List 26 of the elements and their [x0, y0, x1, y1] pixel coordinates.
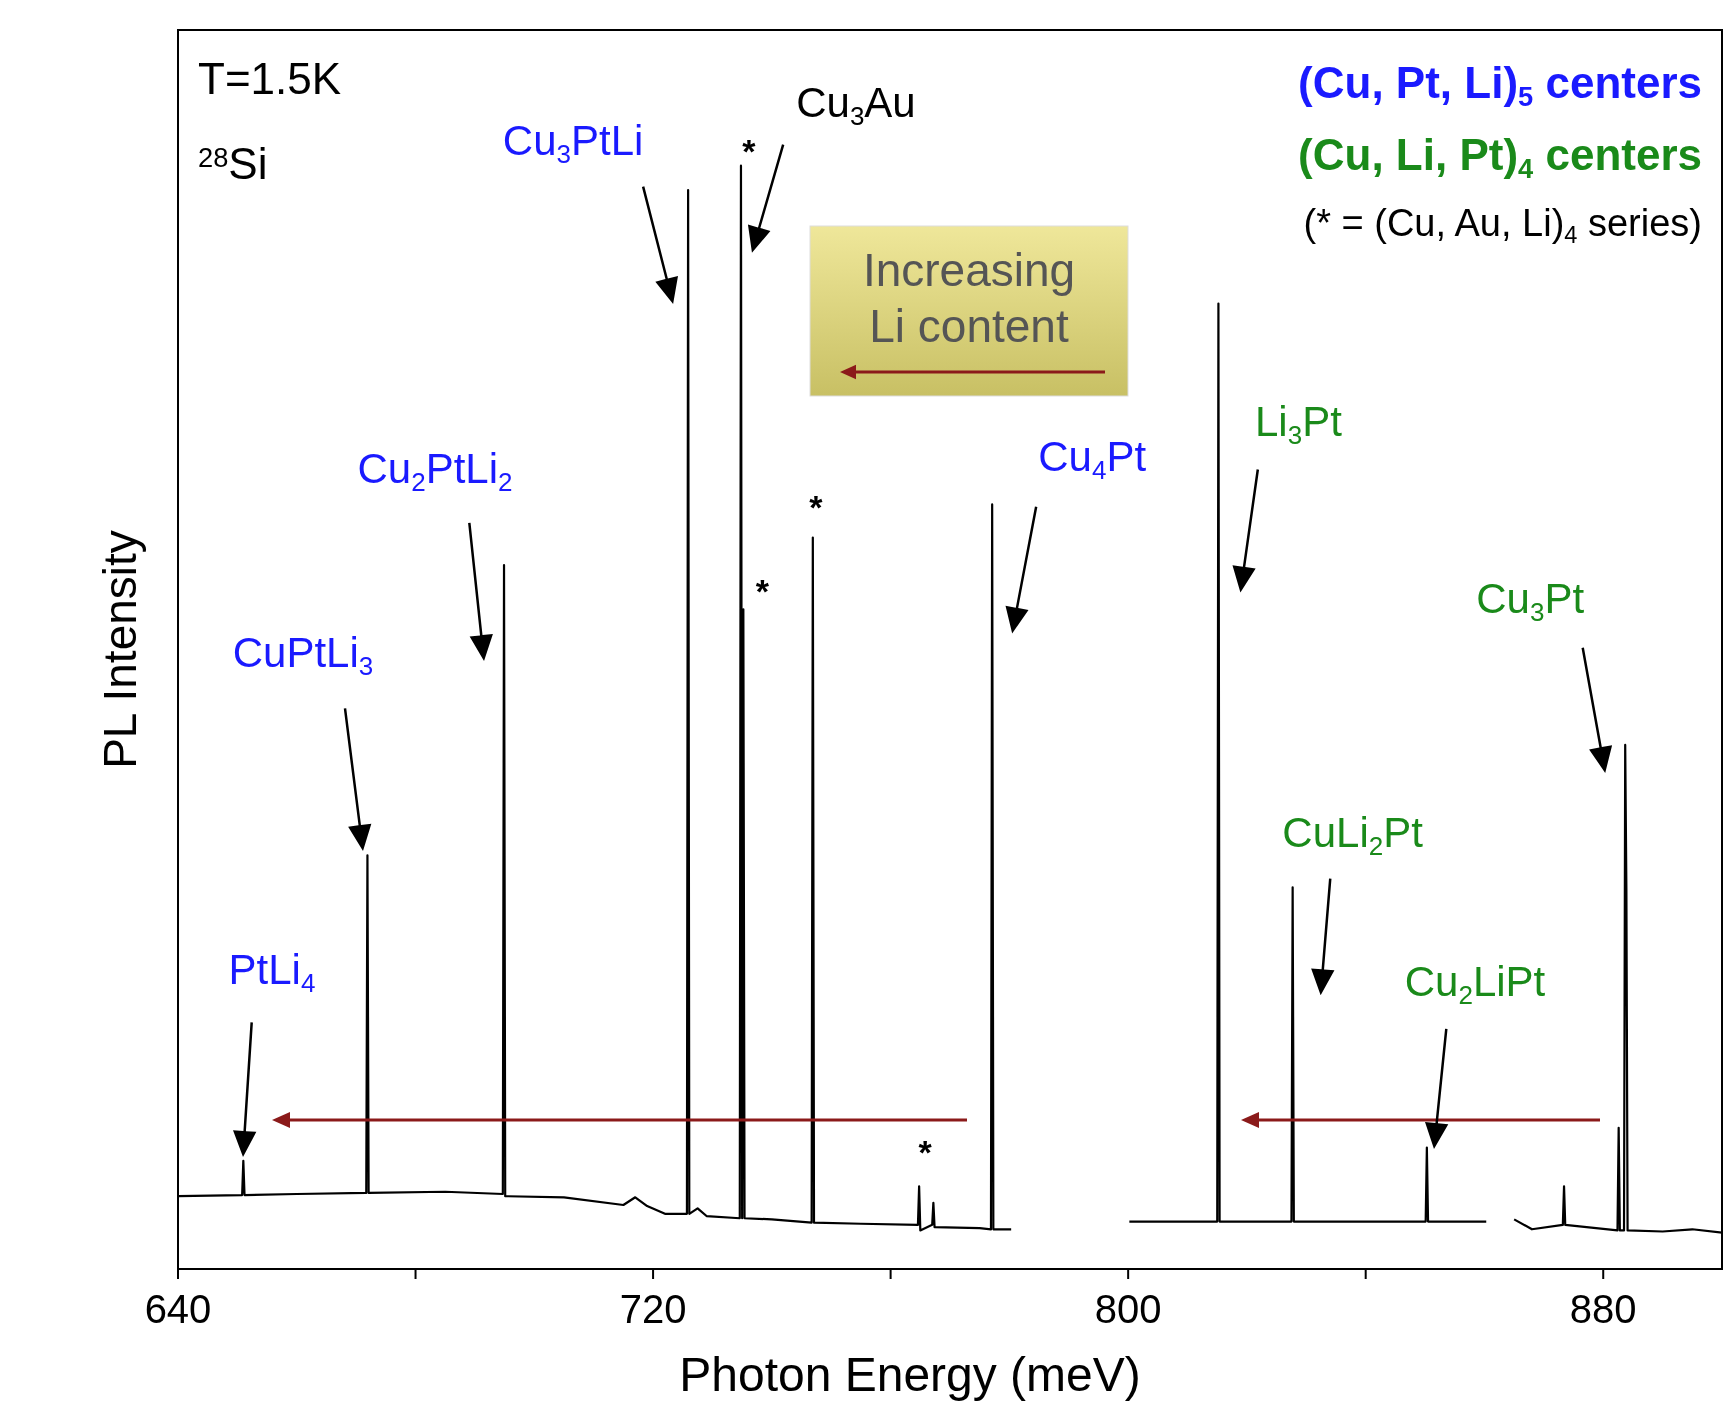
annotation: Cu$_{3}$Pt — [1476, 574, 1585, 627]
annotation: Increasing Li content — [862, 244, 1076, 352]
x-axis-title: Photon Energy (meV) — [679, 1348, 1141, 1401]
annotation: CuPtLi$_{3}$ — [232, 629, 374, 681]
y-axis-title: PL Intensity — [94, 530, 146, 769]
annotation: PtLi$_{4}$ — [228, 946, 316, 998]
annotation: * — [918, 1133, 933, 1172]
annotation: CuLi$_{2}$Pt — [1282, 809, 1424, 862]
x-tick-label: 880 — [1569, 1287, 1637, 1332]
x-tick-label: 720 — [619, 1287, 687, 1332]
annotation: Li$_{3}$Pt — [1254, 397, 1343, 450]
annotation: * — [809, 487, 824, 526]
annotation: Cu$_{2}$LiPt — [1404, 958, 1546, 1010]
x-tick-label: 640 — [144, 1287, 212, 1332]
x-tick-label: 800 — [1094, 1287, 1162, 1332]
annotation: Cu$_{2}$PtLi$_{2}$ — [357, 445, 513, 497]
annotation: * — [755, 572, 770, 611]
annotation: Cu$_{3}$Au — [796, 78, 916, 131]
annotation: Cu$_{3}$PtLi — [502, 116, 644, 169]
annotation: (Cu, Li, Pt)$_{4}$ centers — [1298, 130, 1702, 185]
text: (Cu, Pt, Li)$_{5}$ centers — [1298, 58, 1702, 113]
annotation: * — [742, 131, 757, 170]
text: T=1.5K — [198, 54, 342, 103]
annotation: Cu$_{4}$Pt — [1038, 433, 1147, 486]
annotation: (* = (Cu, Au, Li)$_{4}$ series) — [1303, 202, 1702, 249]
annotation: $^{28}$Si — [198, 139, 268, 188]
